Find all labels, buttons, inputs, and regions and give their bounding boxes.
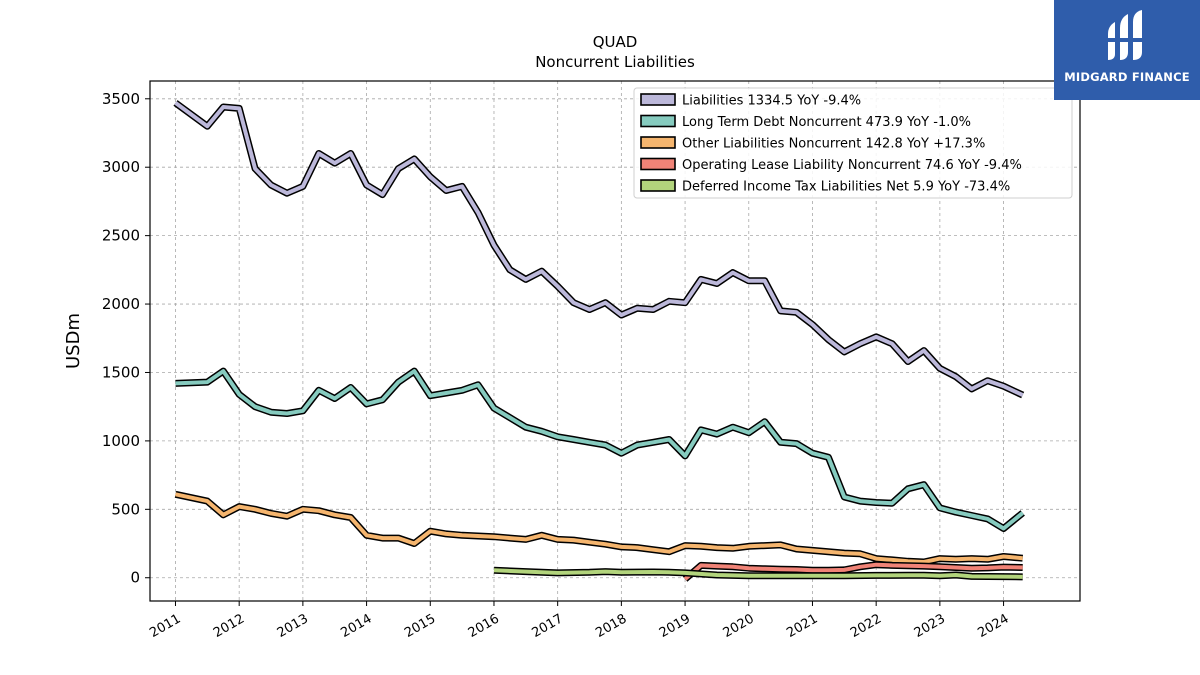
x-tick-label: 2018 — [593, 611, 629, 641]
x-tick-label: 2024 — [975, 611, 1011, 641]
x-tick-label: 2015 — [402, 611, 438, 641]
series-liabilities — [173, 100, 1025, 399]
legend-entry: Operating Lease Liability Noncurrent 74.… — [640, 157, 1022, 173]
legend-entry: Long Term Debt Noncurrent 473.9 YoY -1.0… — [640, 114, 971, 130]
series-line — [493, 568, 1023, 579]
legend-swatch — [640, 93, 676, 106]
legend-entry: Liabilities 1334.5 YoY -9.4% — [640, 93, 861, 109]
legend: Liabilities 1334.5 YoY -9.4% Long Term De… — [633, 87, 1073, 199]
chart-subtitle: Noncurrent Liabilities — [535, 53, 695, 71]
y-axis: 0 500 1000 1500 2000 2500 3000 3500 — [102, 90, 150, 587]
x-tick-label: 2020 — [721, 611, 757, 641]
legend-swatch — [640, 114, 676, 128]
series-layer — [173, 100, 1025, 582]
y-axis-label: USDm — [63, 313, 84, 369]
plot-frame — [149, 80, 1081, 602]
legend-entry: Deferred Income Tax Liabilities Net 5.9 … — [640, 179, 1010, 195]
x-tick-label: 2012 — [211, 611, 247, 641]
legend-swatch — [640, 179, 676, 192]
legend-entry: Other Liabilities Noncurrent 142.8 YoY +… — [640, 136, 985, 152]
y-tick-label: 1500 — [102, 363, 140, 381]
legend-label: Liabilities 1334.5 YoY -9.4% — [682, 94, 861, 109]
x-tick-label: 2017 — [530, 611, 566, 641]
y-tick-label: 1000 — [102, 432, 140, 450]
y-tick-label: 500 — [111, 500, 140, 518]
x-tick-label: 2011 — [147, 611, 183, 641]
y-tick-label: 2000 — [102, 295, 140, 313]
series-deferred-income-tax-liabilities-net — [493, 566, 1023, 581]
y-tick-label: 3500 — [102, 90, 140, 108]
x-tick-label: 2021 — [784, 611, 820, 641]
chart-title: QUAD — [593, 33, 638, 51]
brand-logo: MIDGARD FINANCE — [1054, 0, 1200, 100]
series-line — [175, 369, 1024, 531]
x-tick-label: 2019 — [657, 611, 693, 641]
x-tick-label: 2023 — [912, 611, 948, 641]
x-tick-label: 2022 — [848, 611, 884, 641]
legend-label: Other Liabilities Noncurrent 142.8 YoY +… — [682, 137, 985, 152]
midgard-logo-icon — [1106, 10, 1146, 60]
y-tick-label: 3000 — [102, 158, 140, 176]
legend-label: Long Term Debt Noncurrent 473.9 YoY -1.0… — [682, 115, 971, 130]
legend-items: Liabilities 1334.5 YoY -9.4% Long Term De… — [640, 93, 1022, 195]
y-tick-label: 2500 — [102, 227, 140, 245]
legend-frame — [633, 87, 1073, 199]
legend-label: Deferred Income Tax Liabilities Net 5.9 … — [682, 180, 1010, 195]
brand-name: MIDGARD FINANCE — [1064, 70, 1190, 84]
x-tick-label: 2016 — [466, 611, 502, 641]
series-other-liabilities-noncurrent — [174, 490, 1024, 566]
legend-swatch — [640, 157, 676, 171]
y-tick-label: 0 — [130, 569, 140, 587]
series-operating-lease-liability-noncurrent — [682, 561, 1023, 582]
legend-swatch — [640, 136, 676, 149]
x-tick-label: 2014 — [338, 611, 374, 641]
legend-label: Operating Lease Liability Noncurrent 74.… — [682, 158, 1022, 173]
x-tick-label: 2013 — [275, 611, 311, 641]
series-line — [683, 562, 1023, 581]
series-line — [175, 492, 1023, 564]
x-axis: 2011 2012 2013 2014 2015 2016 2017 2018 2019 2020… — [147, 601, 1012, 641]
series-long-term-debt-noncurrent — [175, 367, 1025, 532]
series-line — [174, 101, 1024, 397]
